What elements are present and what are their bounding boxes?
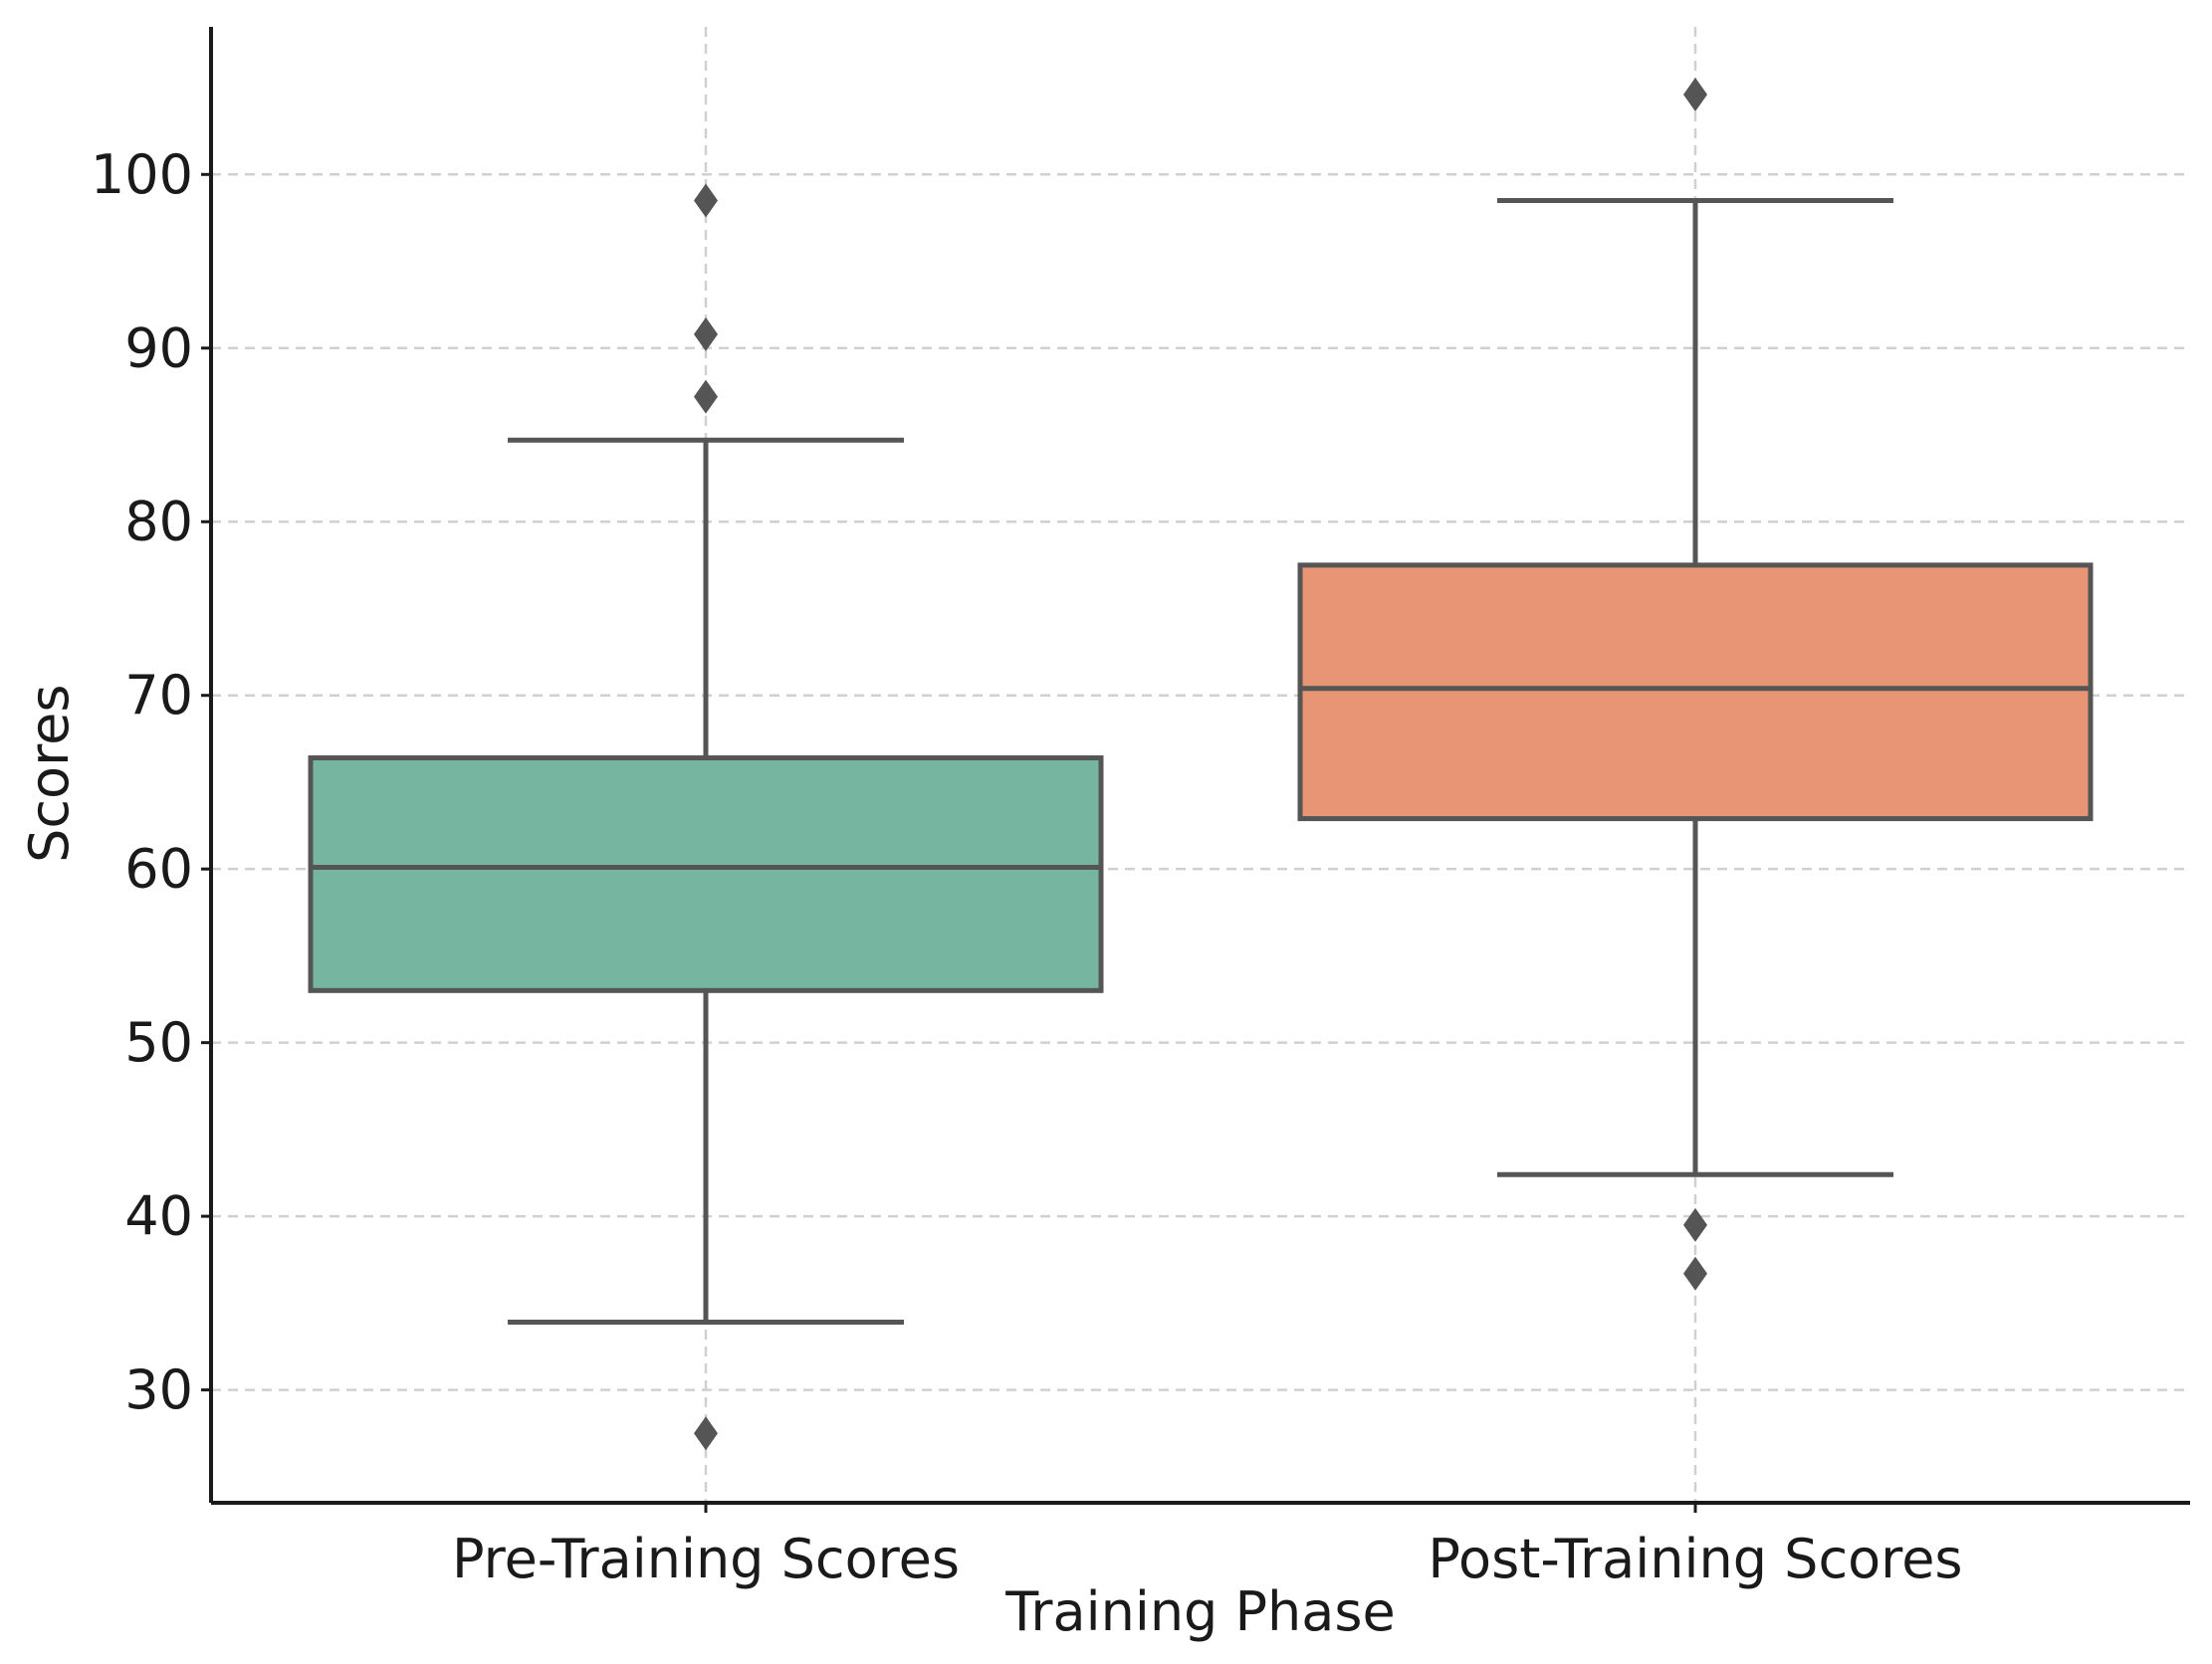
y-tick-label-90: 90 (124, 316, 193, 379)
box-layer (308, 78, 2094, 1451)
x-tick-label-pre-training: Pre-Training Scores (452, 1528, 960, 1590)
box-group-pre-training (308, 183, 1104, 1451)
y-tick-label-70: 70 (124, 664, 193, 727)
y-tick-label-80: 80 (124, 491, 193, 553)
outlier-point-pre-training-0 (694, 183, 718, 218)
y-tick-label-60: 60 (124, 838, 193, 901)
x-tick-label-post-training: Post-Training Scores (1428, 1528, 1962, 1590)
y-tick-label-50: 50 (124, 1011, 193, 1074)
y-tick-label-40: 40 (124, 1185, 193, 1248)
outlier-point-pre-training-2 (694, 379, 718, 414)
box-group-post-training (1297, 78, 2094, 1291)
y-axis-title: Scores (18, 685, 81, 863)
y-tick-label-30: 30 (124, 1358, 193, 1421)
box-post-training (1297, 562, 2094, 822)
outlier-point-pre-training-3 (694, 1416, 718, 1451)
outlier-point-post-training-0 (1683, 78, 1707, 112)
axis-layer (201, 27, 2190, 1513)
outlier-point-pre-training-1 (694, 316, 718, 351)
y-tick-labels: 30 40 50 60 70 80 90 100 (91, 143, 193, 1421)
x-axis-title: Training Phase (1004, 1580, 1395, 1643)
outlier-point-post-training-2 (1683, 1256, 1707, 1291)
outlier-point-post-training-1 (1683, 1207, 1707, 1242)
x-tick-labels: Pre-Training Scores Post-Training Scores (452, 1528, 1963, 1590)
y-tick-label-100: 100 (91, 143, 193, 206)
box-pre-training (308, 755, 1104, 993)
